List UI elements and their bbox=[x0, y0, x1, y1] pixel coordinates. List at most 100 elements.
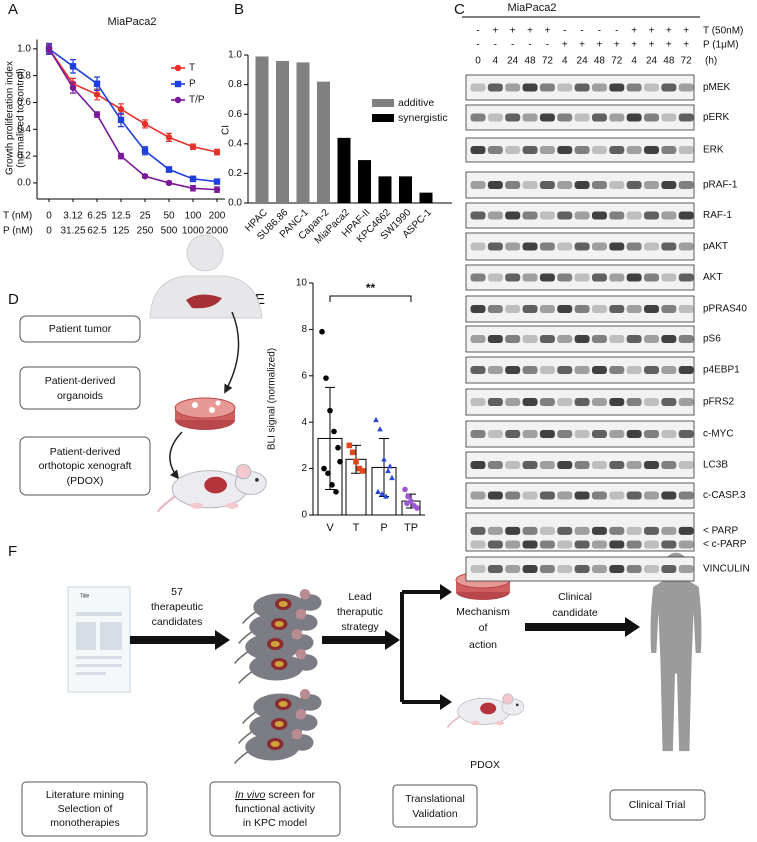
band bbox=[487, 305, 503, 313]
marker bbox=[165, 134, 173, 141]
band bbox=[470, 83, 486, 92]
band bbox=[557, 83, 573, 92]
y-axis-label: Growth proliferation index bbox=[5, 61, 16, 175]
band bbox=[626, 565, 642, 573]
arrow-text: Clinical bbox=[558, 591, 592, 603]
y-tick-label: 0.8 bbox=[228, 79, 242, 90]
treatment-sign: + bbox=[631, 40, 637, 51]
band bbox=[470, 242, 486, 251]
band bbox=[470, 335, 486, 343]
band bbox=[678, 181, 694, 189]
treatment-sign: - bbox=[528, 40, 531, 51]
band bbox=[609, 398, 625, 406]
treatment-sign: - bbox=[563, 26, 566, 37]
band bbox=[505, 83, 521, 92]
treatment-sign: + bbox=[510, 26, 516, 37]
band bbox=[487, 273, 503, 282]
band bbox=[626, 273, 642, 282]
band bbox=[539, 366, 555, 374]
bar bbox=[358, 160, 371, 203]
band bbox=[505, 491, 521, 500]
organoid-dish bbox=[174, 397, 236, 430]
band bbox=[574, 461, 590, 469]
y-tick-label: 0.6 bbox=[228, 109, 242, 120]
treatment-sign: - bbox=[580, 26, 583, 37]
y-tick-label: 0.4 bbox=[17, 124, 31, 135]
emphasis: In vivo bbox=[235, 789, 266, 801]
y-tick-label: 0.2 bbox=[17, 151, 31, 162]
band bbox=[591, 540, 607, 549]
marker bbox=[325, 470, 331, 477]
band bbox=[678, 461, 694, 469]
band bbox=[522, 83, 538, 92]
band bbox=[487, 526, 503, 535]
band bbox=[522, 430, 538, 438]
step-text: organoids bbox=[57, 390, 103, 402]
arrow-text: candidate bbox=[552, 607, 598, 619]
y-tick-label: 0.6 bbox=[17, 97, 31, 108]
bar bbox=[296, 62, 310, 204]
band bbox=[644, 211, 659, 220]
protein-label: ERK bbox=[703, 145, 724, 156]
time-label: 48 bbox=[524, 56, 536, 67]
band bbox=[505, 273, 521, 282]
marker bbox=[319, 328, 325, 335]
band bbox=[487, 540, 503, 549]
x-tick-label: 0 bbox=[46, 226, 52, 237]
band bbox=[591, 335, 607, 343]
band bbox=[522, 491, 538, 500]
protein-label: LC3B bbox=[703, 460, 728, 471]
marker bbox=[69, 84, 77, 91]
band bbox=[539, 430, 555, 438]
panel-label: C bbox=[454, 1, 465, 18]
band bbox=[505, 430, 521, 438]
band bbox=[609, 211, 625, 220]
band bbox=[678, 526, 694, 535]
protein-label: < c-PARP bbox=[703, 539, 747, 550]
series-line bbox=[48, 48, 218, 191]
band bbox=[678, 83, 694, 92]
branch bbox=[400, 590, 442, 704]
branch-text: action bbox=[469, 639, 497, 651]
x-tick-label: 6.25 bbox=[87, 211, 107, 222]
band bbox=[557, 335, 573, 343]
legend-swatch bbox=[372, 114, 394, 122]
treatment-sign: - bbox=[615, 26, 618, 37]
series-line bbox=[48, 48, 218, 183]
band bbox=[470, 146, 486, 154]
band bbox=[661, 211, 677, 220]
protein-label: c-CASP.3 bbox=[703, 490, 746, 501]
step-box bbox=[609, 789, 706, 821]
marker bbox=[329, 482, 335, 488]
band bbox=[661, 430, 677, 438]
marker bbox=[213, 186, 221, 193]
band bbox=[487, 491, 503, 500]
band bbox=[539, 398, 555, 406]
panel-label: D bbox=[8, 291, 19, 308]
band bbox=[609, 526, 625, 535]
marker bbox=[385, 467, 391, 474]
step-text: In vivo screen for bbox=[235, 789, 316, 801]
band bbox=[609, 491, 625, 500]
band bbox=[557, 461, 573, 469]
y-tick-label: 0.4 bbox=[228, 138, 242, 149]
arrow-text: candidates bbox=[152, 616, 203, 628]
band bbox=[487, 83, 503, 92]
band bbox=[644, 366, 659, 374]
protein-label: pAKT bbox=[703, 241, 728, 252]
band bbox=[522, 305, 538, 313]
band bbox=[626, 242, 642, 251]
band bbox=[661, 273, 677, 282]
band bbox=[557, 430, 573, 438]
band bbox=[557, 540, 573, 549]
arrowhead bbox=[440, 694, 452, 710]
arrowhead bbox=[440, 584, 452, 600]
band bbox=[661, 491, 677, 500]
band bbox=[574, 526, 590, 535]
band bbox=[557, 113, 573, 122]
band bbox=[661, 83, 677, 92]
bar bbox=[399, 176, 412, 203]
marker bbox=[373, 416, 379, 423]
legend-label: P bbox=[189, 79, 196, 90]
treatment-sign: + bbox=[683, 26, 689, 37]
